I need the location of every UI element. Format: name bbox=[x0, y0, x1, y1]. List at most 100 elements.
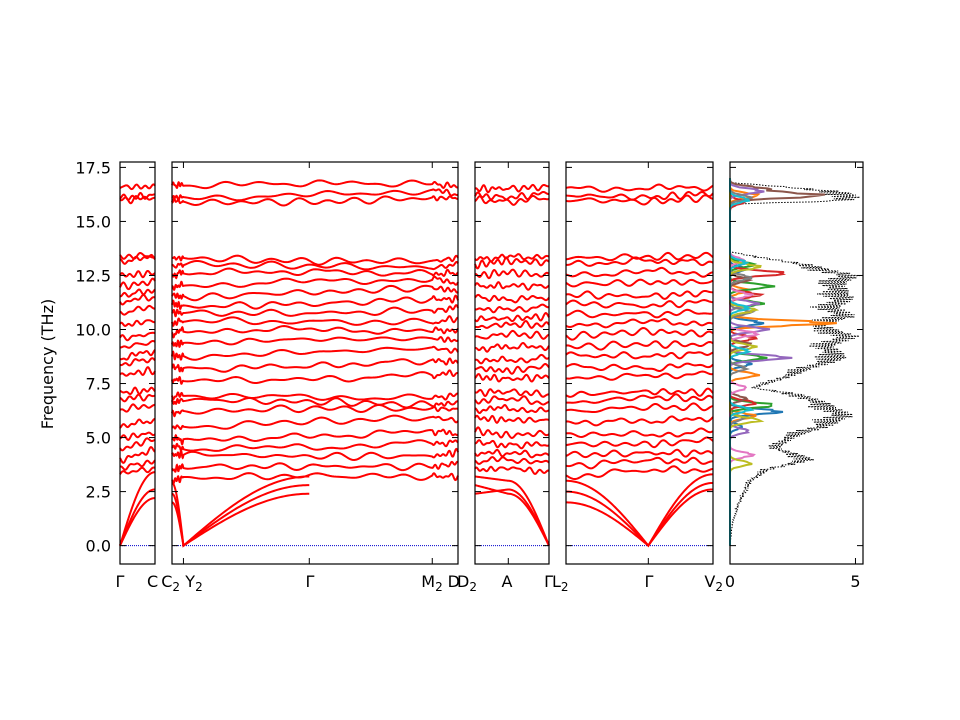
x-tick-label: Γ bbox=[645, 572, 654, 591]
optical-branch bbox=[565, 278, 714, 288]
x-tick-label: C2 bbox=[161, 572, 180, 594]
optical-branch bbox=[565, 427, 714, 438]
optical-branch bbox=[171, 345, 459, 361]
optical-branch bbox=[171, 472, 459, 485]
optical-branch bbox=[474, 303, 550, 314]
optical-branch bbox=[119, 331, 156, 342]
optical-branch bbox=[474, 363, 550, 375]
x-tick-label: C bbox=[147, 572, 158, 591]
x-tick-label: Γ bbox=[306, 572, 315, 591]
optical-branch bbox=[171, 179, 459, 190]
optical-branch bbox=[119, 418, 156, 429]
optical-branch bbox=[565, 289, 714, 300]
optical-branch bbox=[474, 319, 550, 329]
acoustic-branch bbox=[565, 473, 714, 548]
optical-branch bbox=[171, 325, 459, 339]
optical-branch bbox=[171, 304, 459, 318]
optical-branch bbox=[474, 293, 550, 304]
optical-branch bbox=[119, 366, 156, 377]
x-tick-label: V2 bbox=[704, 572, 723, 594]
optical-branch bbox=[171, 460, 459, 473]
x-tick-label: A bbox=[502, 572, 513, 591]
optical-branch bbox=[474, 329, 550, 340]
optical-branch bbox=[565, 256, 714, 267]
optical-branch bbox=[474, 183, 550, 194]
band-panel-1 bbox=[119, 161, 156, 565]
optical-branch bbox=[119, 386, 156, 396]
band-panel-2 bbox=[171, 161, 459, 565]
optical-branch bbox=[171, 275, 459, 292]
optical-branch bbox=[565, 190, 714, 201]
optical-branch bbox=[119, 349, 156, 361]
optical-branch bbox=[474, 256, 550, 270]
optical-branch bbox=[565, 251, 714, 262]
optical-branch bbox=[119, 304, 156, 316]
optical-branch bbox=[474, 281, 550, 291]
x-tick-label: D bbox=[448, 572, 460, 591]
panels: 0.0 2.5 5.0 7.5 10.0 12.5 15.0 17.5 bbox=[75, 158, 864, 565]
optical-branch bbox=[474, 439, 550, 450]
panel-frame bbox=[119, 161, 156, 565]
optical-branch bbox=[565, 387, 714, 398]
y-tick-label: 12.5 bbox=[75, 266, 111, 285]
optical-branch bbox=[119, 446, 156, 464]
optical-branch bbox=[171, 447, 459, 461]
optical-branch bbox=[474, 373, 550, 383]
optical-branch bbox=[171, 396, 459, 409]
optical-branch bbox=[474, 311, 550, 323]
optical-branch bbox=[119, 459, 156, 471]
x-tick-label: Y2 bbox=[184, 572, 202, 594]
total-dos-curve bbox=[729, 162, 861, 546]
x-tick-label: M2 bbox=[421, 572, 442, 594]
x-tick-label: L2 bbox=[552, 572, 569, 594]
optical-branch bbox=[171, 254, 459, 266]
dos-x-tick-label: 0 bbox=[725, 572, 735, 591]
optical-branch bbox=[565, 436, 714, 449]
optical-branch bbox=[474, 465, 550, 475]
y-tick-label: 17.5 bbox=[75, 158, 111, 177]
optical-branch bbox=[119, 357, 156, 367]
optical-branch bbox=[171, 259, 459, 271]
optical-branch bbox=[119, 319, 156, 327]
x-tick-label: D2 bbox=[457, 572, 477, 594]
optical-branch bbox=[565, 351, 714, 360]
optical-branch bbox=[565, 266, 714, 278]
dos-panel bbox=[729, 161, 864, 565]
optical-branch bbox=[565, 308, 714, 319]
optical-branch bbox=[474, 426, 550, 439]
optical-branch bbox=[171, 195, 459, 207]
y-tick-label: 5.0 bbox=[86, 429, 111, 448]
optical-branch bbox=[474, 190, 550, 201]
panel-frame bbox=[474, 161, 550, 565]
optical-branch bbox=[171, 414, 459, 431]
optical-branch bbox=[565, 327, 714, 341]
optical-branch bbox=[474, 253, 550, 263]
optical-branch bbox=[119, 288, 156, 298]
optical-branch bbox=[171, 391, 459, 401]
y-axis-label: Frequency (THz) bbox=[38, 299, 57, 429]
optical-branch bbox=[119, 277, 156, 291]
y-tick-label: 15.0 bbox=[75, 212, 111, 231]
y-tick-label: 7.5 bbox=[86, 375, 111, 394]
optical-branch bbox=[474, 268, 550, 280]
optical-branch bbox=[119, 403, 156, 413]
x-tick-label: Γ bbox=[544, 572, 553, 591]
optical-branch bbox=[565, 340, 714, 351]
x-tick-labels: Γ C C2 Y2 Γ M2 DD2 A Γ L2 Γ V2 0 5 bbox=[116, 572, 861, 594]
optical-branch bbox=[565, 402, 714, 413]
optical-branch bbox=[171, 369, 459, 385]
acoustic-branch bbox=[474, 484, 550, 547]
y-tick-label: 2.5 bbox=[86, 483, 111, 502]
optical-branch bbox=[171, 357, 459, 373]
panel-frame bbox=[171, 161, 459, 565]
optical-branch bbox=[474, 395, 550, 406]
optical-branch bbox=[474, 342, 550, 353]
optical-branch bbox=[171, 403, 459, 418]
y-tick-label: 10.0 bbox=[75, 321, 111, 340]
optical-branch bbox=[565, 183, 714, 193]
optical-branch bbox=[474, 448, 550, 459]
optical-branch bbox=[565, 194, 714, 206]
dos-x-tick-label: 5 bbox=[850, 572, 860, 591]
optical-branch bbox=[565, 465, 714, 481]
